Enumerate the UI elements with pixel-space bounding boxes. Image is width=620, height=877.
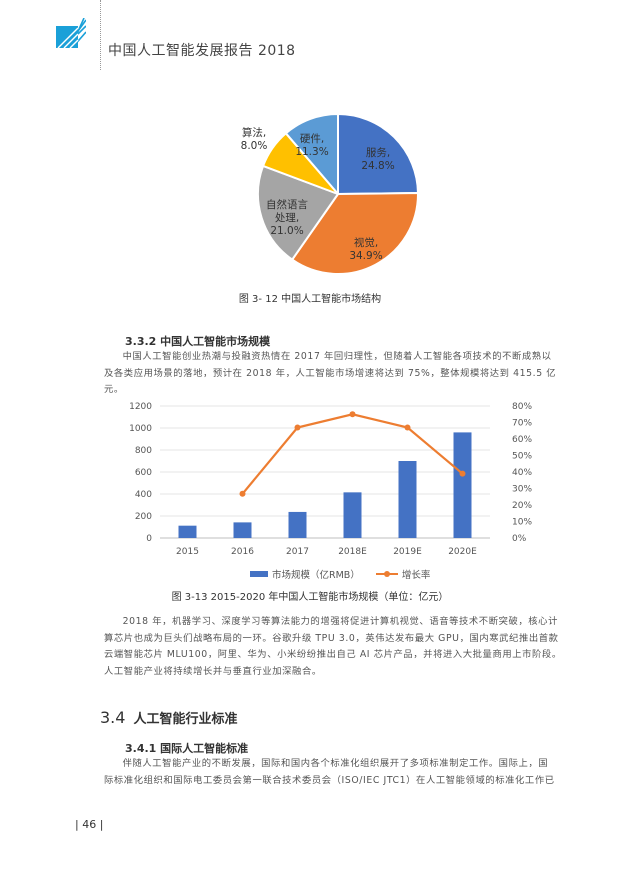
growth-rate-line xyxy=(241,413,464,495)
legend-label: 市场规模（亿RMB） xyxy=(272,570,360,581)
growth-rate-point xyxy=(404,424,411,431)
report-title: 中国人工智能发展报告 2018 xyxy=(108,43,296,59)
pie-slice xyxy=(261,131,339,195)
pie-slice xyxy=(337,112,420,196)
right-axis-tick-label: 80% xyxy=(512,402,532,412)
x-axis-tick-label: 2018E xyxy=(338,547,367,557)
legend-line-swatch xyxy=(375,570,398,577)
x-axis-tick-label: 2015 xyxy=(176,547,199,557)
growth-rate-point xyxy=(459,470,466,477)
pie-slice-label: 视觉, 34.9% xyxy=(349,236,382,262)
right-axis-tick-label: 20% xyxy=(512,501,532,511)
paragraph-2018-trends: 2018 年，机器学习、深度学习等算法能力的增强将促进计算机视觉、语音等技术不断… xyxy=(104,614,564,680)
paragraph-line: 2018 年，机器学习、深度学习等算法能力的增强将促进计算机视觉、语音等技术不断… xyxy=(122,616,558,627)
logo-icon xyxy=(56,18,86,48)
bar xyxy=(288,511,307,538)
growth-rate-point xyxy=(239,490,246,497)
x-axis-tick-label: 2020E xyxy=(448,547,477,557)
paragraph-line: 伴随人工智能产业的不断发展，国际和国内各个标准化组织展开了多项标准制定工作。国际… xyxy=(122,758,549,769)
left-axis-tick-label: 1200 xyxy=(129,402,152,412)
paragraph-line: 云端智能芯片 MLU100，阿里、华为、小米纷纷推出自己 AI 芯片产品，并将进… xyxy=(104,649,562,660)
legend-label: 增长率 xyxy=(401,570,431,581)
bar xyxy=(233,522,252,538)
bar xyxy=(343,492,362,538)
bar xyxy=(453,432,472,538)
right-axis-tick-label: 50% xyxy=(512,452,532,462)
pie-slice xyxy=(257,164,340,261)
pie-slice-label: 服务, 24.8% xyxy=(361,146,394,172)
right-axis-tick-label: 70% xyxy=(512,419,532,429)
growth-rate-point xyxy=(349,411,356,418)
pie-chart-caption: 图 3- 12 中国人工智能市场结构 xyxy=(238,294,382,305)
paragraph-line: 中国人工智能创业热潮与投融资热情在 2017 年回归理性，但随着人工智能各项技术… xyxy=(122,351,552,362)
left-axis-tick-label: 0 xyxy=(146,534,152,544)
right-axis-tick-label: 60% xyxy=(512,435,532,445)
bar xyxy=(398,461,417,538)
paragraph-market-size: 中国人工智能创业热潮与投融资热情在 2017 年回归理性，但随着人工智能各项技术… xyxy=(104,349,564,399)
legend-item-growth: 增长率 xyxy=(375,567,431,581)
chart-legend: 市场规模（亿RMB） 增长率 xyxy=(250,567,430,581)
paragraph-line: 际标准化组织和国际电工委员会第一联合技术委员会（ISO/IEC JTC1）在人工… xyxy=(104,774,555,786)
section-heading-3-3-2: 3.3.2 中国人工智能市场规模 xyxy=(125,335,271,348)
pie-slice xyxy=(290,191,419,275)
combo-chart: 0 200 400 600 800 1000 1200 0% 10% 20% 30% 40% 50% 60… xyxy=(129,402,532,557)
paragraph-line: 及各类应用场景的落地，预计在 2018 年，人工智能市场增速将达到 75%，整体… xyxy=(104,367,557,396)
combo-chart-caption: 图 3-13 2015-2020 年中国人工智能市场规模（单位：亿元） xyxy=(171,592,449,603)
left-axis-tick-label: 800 xyxy=(135,446,152,456)
left-axis-tick-label: 400 xyxy=(135,490,152,500)
right-axis-tick-label: 10% xyxy=(512,518,532,528)
legend-item-market-size: 市场规模（亿RMB） xyxy=(250,567,360,581)
pie-slice-label: 自然语言处理, 21.0% xyxy=(266,198,308,237)
legend-bar-swatch xyxy=(250,571,268,577)
bar xyxy=(178,525,197,538)
pie-slice-label: 算法, 8.0% xyxy=(241,126,268,152)
left-axis-tick-label: 200 xyxy=(135,512,152,522)
section-heading-3-4: 3.4 人工智能行业标准 xyxy=(100,708,238,727)
section-heading-3-4-1: 3.4.1 国际人工智能标准 xyxy=(125,742,249,755)
pie-slice-label: 硬件, 11.3% xyxy=(295,133,328,158)
growth-rate-point xyxy=(294,424,301,431)
header-divider xyxy=(100,0,101,70)
left-axis-tick-label: 600 xyxy=(135,468,152,478)
paragraph-line: 人工智能产业将持续增长并与垂直行业加深融合。 xyxy=(104,665,322,677)
left-axis-tick-label: 1000 xyxy=(129,424,152,434)
x-axis-tick-label: 2017 xyxy=(286,547,309,557)
section-title: 人工智能行业标准 xyxy=(133,712,238,727)
x-axis-tick-label: 2016 xyxy=(231,547,254,557)
x-axis-tick-label: 2019E xyxy=(393,547,422,557)
page-number: | 46 | xyxy=(75,818,104,831)
right-axis-tick-label: 0% xyxy=(512,534,527,544)
right-axis-tick-label: 30% xyxy=(512,485,532,495)
paragraph-intl-standards: 伴随人工智能产业的不断发展，国际和国内各个标准化组织展开了多项标准制定工作。国际… xyxy=(104,756,564,789)
paragraph-line: 算芯片也成为巨头们战略布局的一环。谷歌升级 TPU 3.0，英伟达发布最大 GP… xyxy=(104,632,559,644)
right-axis-tick-label: 40% xyxy=(512,468,532,478)
section-number: 3.4 xyxy=(100,708,126,727)
pie-chart: 硬件, 11.3% 服务, 24.8% 视觉, 34.9% 自然语言处理, 21.0% 算法, 8… xyxy=(241,112,420,275)
